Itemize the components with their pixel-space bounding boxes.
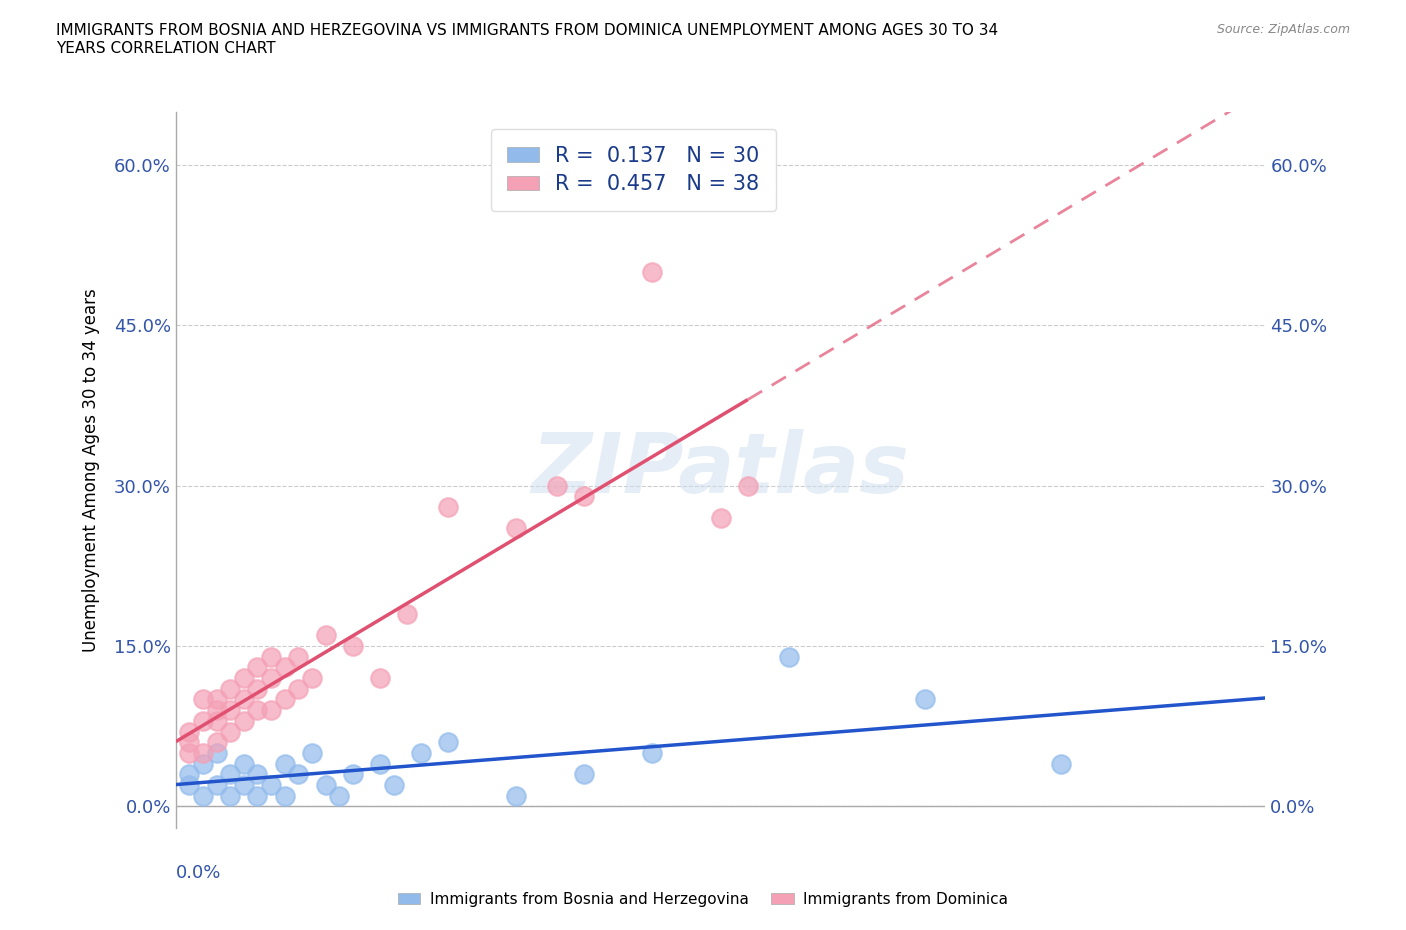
Point	[232, 671, 254, 685]
Point	[274, 692, 297, 707]
Point	[287, 767, 309, 782]
Point	[246, 703, 269, 718]
Point	[287, 649, 309, 664]
Point	[232, 713, 254, 728]
Point	[191, 713, 214, 728]
Point	[505, 789, 527, 804]
Text: 0.0%: 0.0%	[176, 863, 221, 882]
Point	[396, 606, 419, 621]
Point	[179, 735, 201, 750]
Point	[342, 767, 364, 782]
Point	[301, 746, 323, 761]
Point	[260, 671, 283, 685]
Point	[179, 746, 201, 761]
Point	[205, 746, 228, 761]
Point	[219, 682, 242, 697]
Point	[574, 489, 596, 504]
Point	[179, 724, 201, 739]
Legend: Immigrants from Bosnia and Herzegovina, Immigrants from Dominica: Immigrants from Bosnia and Herzegovina, …	[391, 886, 1015, 913]
Point	[179, 767, 201, 782]
Point	[737, 478, 759, 493]
Y-axis label: Unemployment Among Ages 30 to 34 years: Unemployment Among Ages 30 to 34 years	[82, 287, 100, 652]
Point	[246, 682, 269, 697]
Point	[191, 692, 214, 707]
Point	[328, 789, 350, 804]
Point	[315, 628, 337, 643]
Point	[505, 521, 527, 536]
Point	[315, 777, 337, 792]
Point	[246, 789, 269, 804]
Point	[301, 671, 323, 685]
Point	[191, 756, 214, 771]
Point	[778, 649, 800, 664]
Point	[287, 682, 309, 697]
Text: IMMIGRANTS FROM BOSNIA AND HERZEGOVINA VS IMMIGRANTS FROM DOMINICA UNEMPLOYMENT : IMMIGRANTS FROM BOSNIA AND HERZEGOVINA V…	[56, 23, 998, 56]
Point	[641, 264, 664, 279]
Point	[205, 692, 228, 707]
Point	[260, 777, 283, 792]
Point	[232, 756, 254, 771]
Point	[274, 660, 297, 675]
Point	[219, 767, 242, 782]
Text: ZIPatlas: ZIPatlas	[531, 429, 910, 511]
Point	[179, 777, 201, 792]
Point	[1050, 756, 1073, 771]
Point	[205, 703, 228, 718]
Point	[191, 789, 214, 804]
Point	[246, 767, 269, 782]
Point	[437, 499, 460, 514]
Point	[205, 735, 228, 750]
Point	[342, 639, 364, 654]
Point	[574, 767, 596, 782]
Point	[409, 746, 432, 761]
Point	[260, 649, 283, 664]
Point	[710, 511, 733, 525]
Point	[641, 746, 664, 761]
Point	[260, 703, 283, 718]
Point	[914, 692, 936, 707]
Point	[274, 756, 297, 771]
Point	[219, 724, 242, 739]
Point	[382, 777, 405, 792]
Point	[232, 692, 254, 707]
Text: Source: ZipAtlas.com: Source: ZipAtlas.com	[1216, 23, 1350, 36]
Legend: R =  0.137   N = 30, R =  0.457   N = 38: R = 0.137 N = 30, R = 0.457 N = 38	[491, 129, 776, 211]
Point	[437, 735, 460, 750]
Point	[191, 746, 214, 761]
Point	[232, 777, 254, 792]
Point	[274, 789, 297, 804]
Point	[219, 789, 242, 804]
Point	[546, 478, 568, 493]
Point	[246, 660, 269, 675]
Point	[205, 713, 228, 728]
Point	[205, 777, 228, 792]
Point	[219, 703, 242, 718]
Point	[368, 671, 391, 685]
Point	[368, 756, 391, 771]
